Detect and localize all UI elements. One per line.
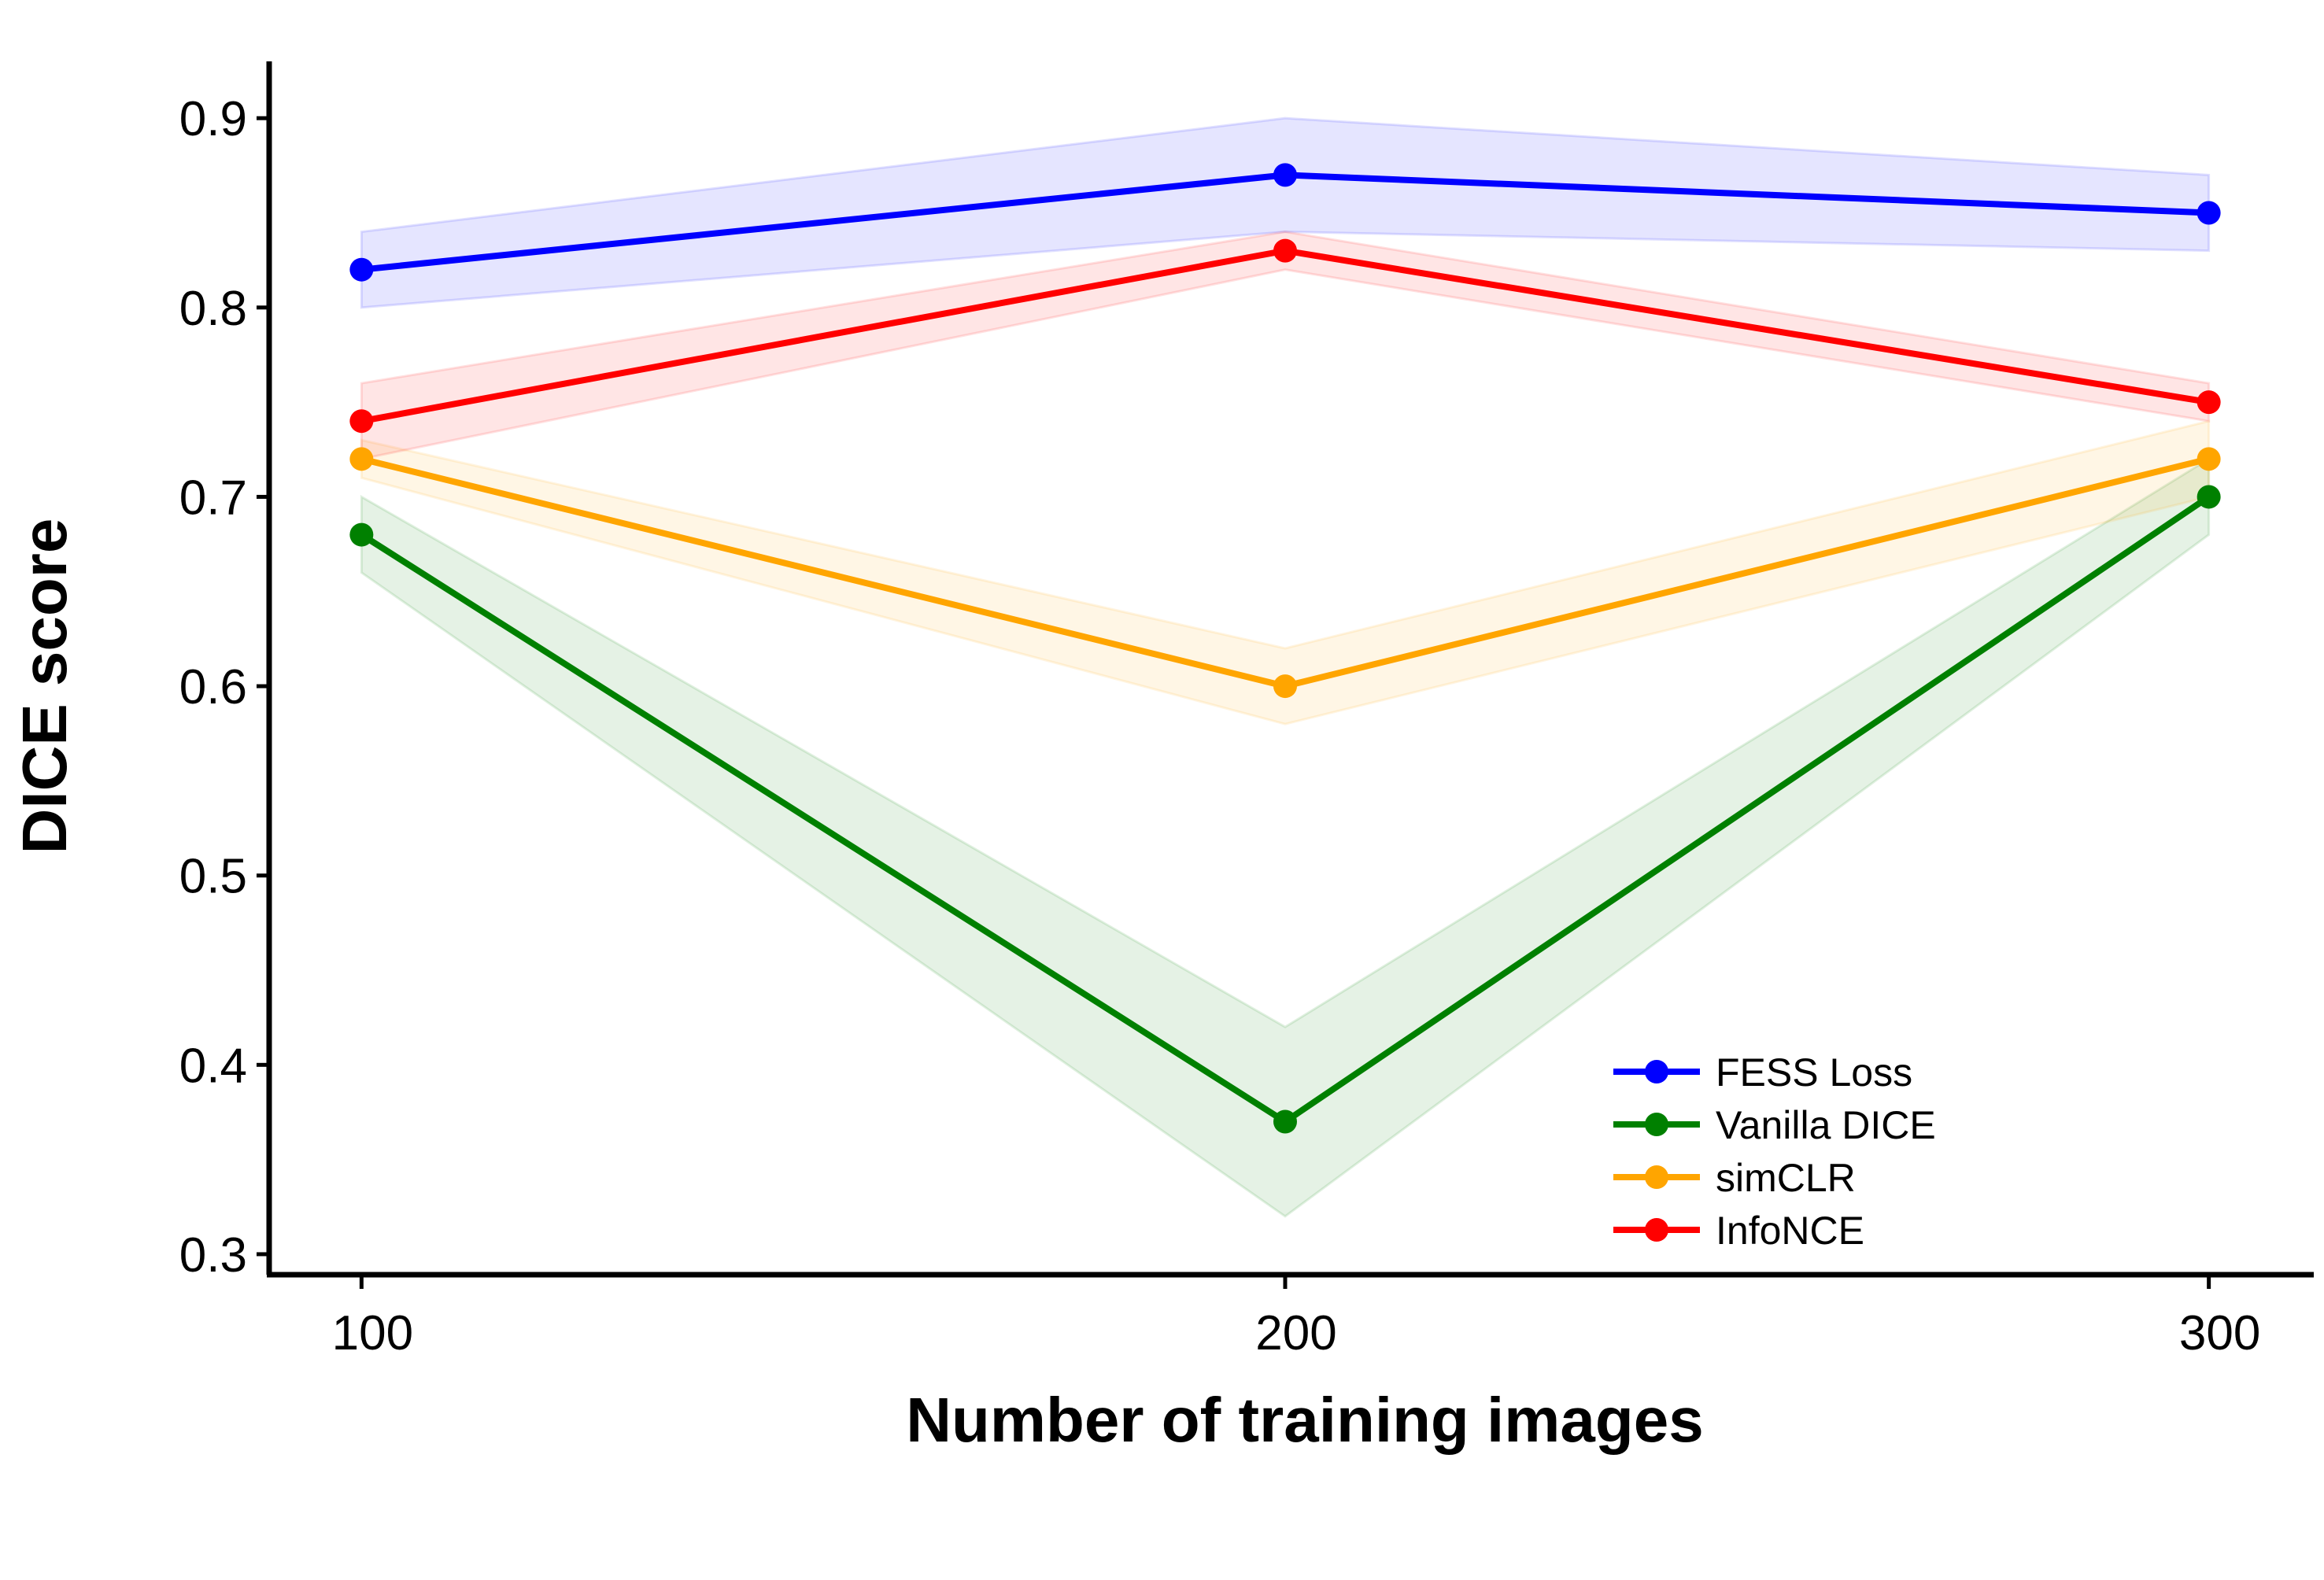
legend-swatch-marker-1	[1645, 1113, 1668, 1136]
legend-label-1: Vanilla DICE	[1716, 1103, 1936, 1147]
legend-swatch-marker-0	[1645, 1060, 1668, 1083]
point-1-1	[1273, 1109, 1297, 1134]
legend-swatch-marker-2	[1645, 1165, 1668, 1189]
point-2-2	[2197, 447, 2221, 471]
series-markers	[349, 163, 2221, 1134]
band-0	[360, 116, 2211, 309]
y-tick-label-1: 0.4	[179, 1039, 247, 1093]
legend-label-0: FESS Loss	[1716, 1050, 1912, 1095]
point-0-1	[1273, 163, 1297, 187]
x-tick-label-0: 100	[332, 1306, 413, 1360]
x-axis-title: Number of training images	[906, 1385, 1703, 1455]
x-tick-label-1: 200	[1255, 1306, 1336, 1360]
point-3-1	[1273, 238, 1297, 263]
point-2-1	[1273, 674, 1297, 699]
point-0-2	[2197, 201, 2221, 225]
y-tick-label-5: 0.8	[179, 282, 247, 336]
legend-swatch-marker-3	[1645, 1218, 1668, 1242]
point-2-0	[349, 447, 374, 471]
legend: FESS Loss Vanilla DICE simCLR InfoNCE	[1613, 1050, 1936, 1253]
point-3-0	[349, 409, 374, 434]
y-tick-label-6: 0.9	[179, 92, 247, 146]
ticks: 0.3 0.4 0.5 0.6 0.7 0.8 0.9 100 200 300	[179, 92, 2261, 1360]
y-tick-label-0: 0.3	[179, 1228, 247, 1283]
legend-label-3: InfoNCE	[1716, 1209, 1864, 1253]
axes	[266, 61, 2314, 1278]
confidence-bands	[360, 116, 2211, 1218]
y-axis-title: DICE score	[9, 519, 79, 855]
legend-label-2: simCLR	[1716, 1156, 1856, 1200]
point-3-2	[2197, 390, 2221, 415]
y-tick-label-3: 0.6	[179, 660, 247, 714]
y-tick-label-4: 0.7	[179, 471, 247, 525]
y-tick-label-2: 0.5	[179, 850, 247, 904]
point-1-2	[2197, 485, 2221, 509]
point-1-0	[349, 522, 374, 547]
x-tick-label-2: 300	[2179, 1306, 2260, 1360]
band-1	[360, 456, 2211, 1218]
point-0-0	[349, 257, 374, 282]
